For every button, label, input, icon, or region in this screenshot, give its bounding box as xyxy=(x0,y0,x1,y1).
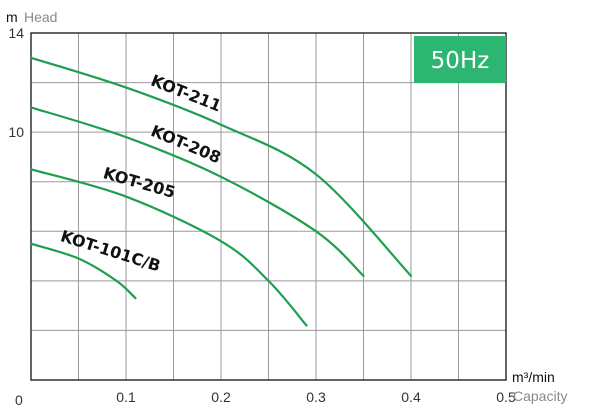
frequency-badge xyxy=(414,36,506,83)
series-line-kot-211 xyxy=(29,56,413,277)
frequency-badge-text: 50Hz xyxy=(431,48,490,74)
y-axis-title: Head xyxy=(24,9,57,25)
x-tick-label: 0.3 xyxy=(306,389,326,405)
series-line-kot-208 xyxy=(29,106,365,277)
series-label-kot-205: KOT-205 xyxy=(101,163,177,202)
x-tick-label: 0.1 xyxy=(116,389,136,405)
y-tick-labels: 10 14 xyxy=(8,25,24,140)
x-tick-labels: 0.1 0.2 0.3 0.4 0.5 xyxy=(116,389,516,405)
grid-lines xyxy=(31,33,506,380)
series-label-kot-101c-b: KOT-101C/B xyxy=(58,226,163,275)
x-axis-unit: m³/min xyxy=(512,369,555,385)
series-line-kot-101c-b xyxy=(29,242,137,300)
origin-label: 0 xyxy=(15,392,23,407)
plot-frame xyxy=(30,32,507,381)
y-tick-label: 10 xyxy=(8,124,24,140)
y-axis-unit: m xyxy=(6,9,18,25)
x-axis-title: Capacity xyxy=(513,388,567,404)
series-line-kot-205 xyxy=(29,168,308,327)
y-tick-label: 14 xyxy=(8,25,24,41)
series-group xyxy=(29,56,413,327)
x-tick-label: 0.4 xyxy=(401,389,421,405)
x-tick-label: 0.5 xyxy=(496,389,516,405)
x-tick-label: 0.2 xyxy=(211,389,231,405)
